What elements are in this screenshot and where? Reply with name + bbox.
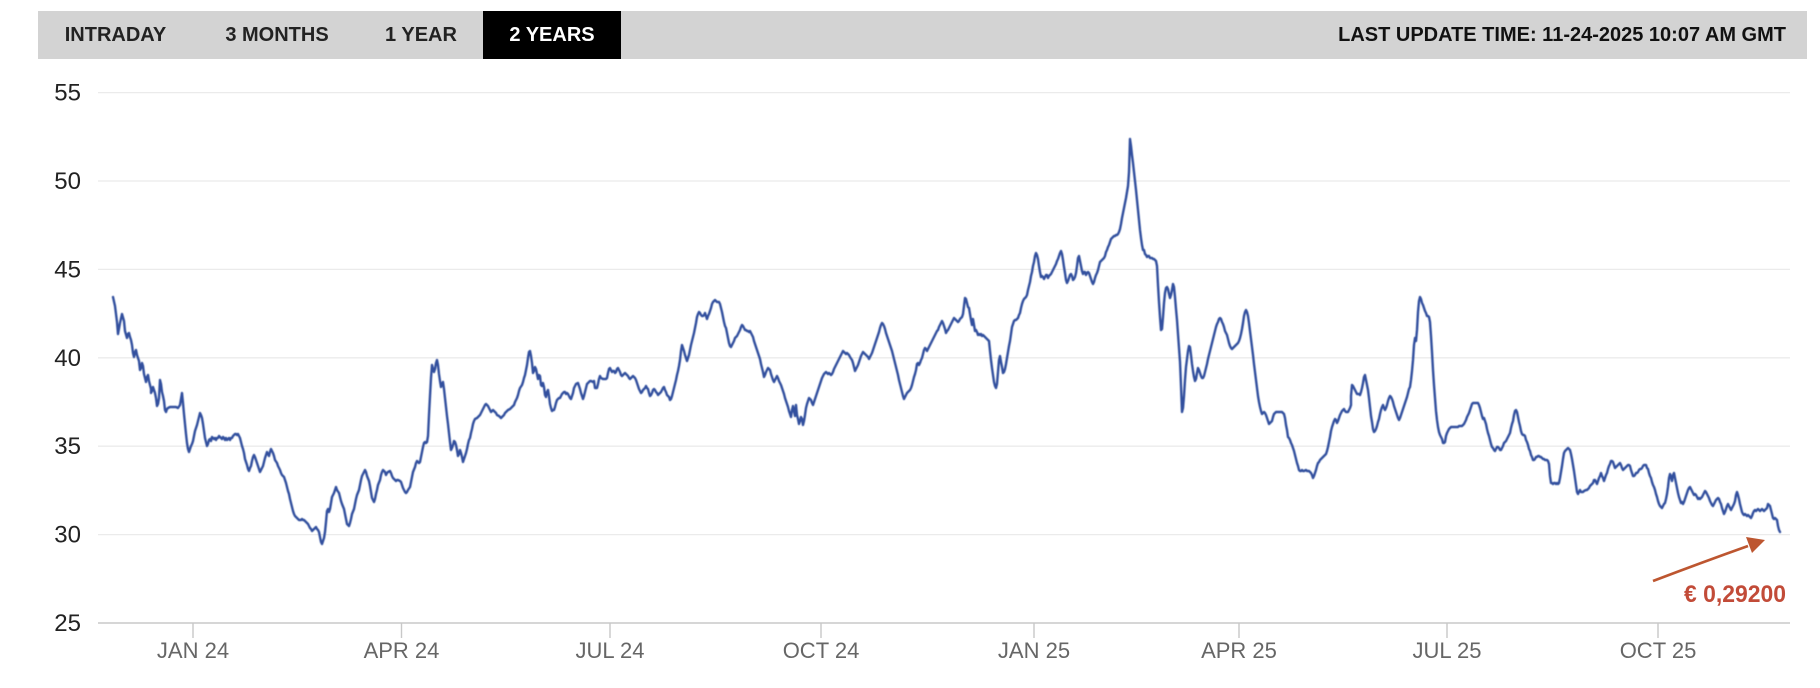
svg-text:55: 55 xyxy=(54,80,81,107)
svg-text:JAN 24: JAN 24 xyxy=(157,638,229,663)
svg-text:50: 50 xyxy=(54,168,81,195)
svg-text:30: 30 xyxy=(54,522,81,549)
svg-text:JUL 24: JUL 24 xyxy=(576,638,645,663)
svg-text:OCT 24: OCT 24 xyxy=(783,638,860,663)
svg-text:APR 24: APR 24 xyxy=(364,638,440,663)
svg-text:25: 25 xyxy=(54,610,81,637)
svg-text:35: 35 xyxy=(54,433,81,460)
svg-text:40: 40 xyxy=(54,345,81,372)
svg-text:JUL 25: JUL 25 xyxy=(1413,638,1482,663)
svg-text:JAN 25: JAN 25 xyxy=(998,638,1070,663)
svg-text:45: 45 xyxy=(54,256,81,283)
svg-text:€ 0,29200: € 0,29200 xyxy=(1684,581,1786,608)
svg-text:APR 25: APR 25 xyxy=(1201,638,1277,663)
svg-text:OCT 25: OCT 25 xyxy=(1620,638,1697,663)
